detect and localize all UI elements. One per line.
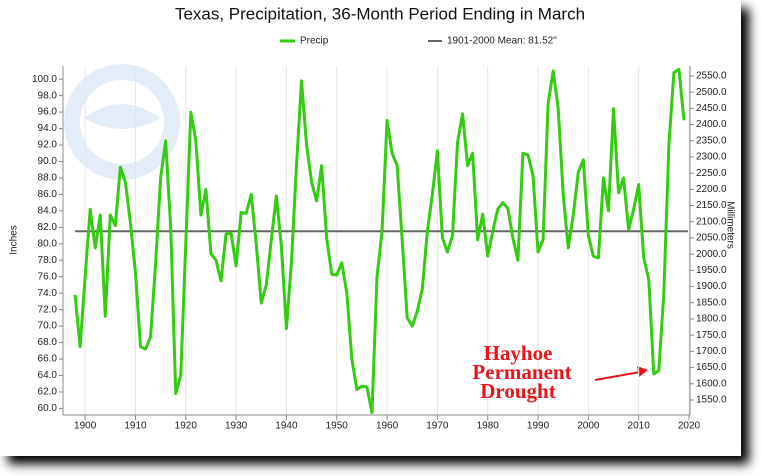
y2-tick-label: 1900.0 — [696, 281, 727, 292]
y2-tick-label: 2500.0 — [696, 87, 727, 98]
chart-frame — [0, 0, 741, 456]
watermark-logo — [64, 64, 180, 180]
y-tick-label: 96.0 — [38, 107, 58, 118]
annotation-arrowhead — [637, 366, 648, 377]
y2-tick-label: 2350.0 — [696, 135, 727, 146]
x-tick-label: 1980 — [477, 421, 500, 432]
annotation-arrow — [594, 371, 641, 381]
y-tick-label: 74.0 — [38, 288, 58, 299]
y-tick-label: 66.0 — [38, 354, 58, 365]
x-tick-label: 1950 — [326, 421, 349, 432]
x-tick-label: 1900 — [74, 421, 97, 432]
y2-tick-label: 1750.0 — [696, 330, 727, 341]
chart-title: Texas, Precipitation, 36-Month Period En… — [175, 4, 585, 23]
y2-tick-label: 2050.0 — [696, 233, 727, 244]
y-tick-label: 80.0 — [38, 238, 58, 249]
y-tick-label: 88.0 — [38, 173, 58, 184]
legend-label: Precip — [300, 36, 329, 47]
y2-tick-label: 1700.0 — [696, 346, 727, 357]
data-line — [73, 67, 686, 415]
y-tick-label: 64.0 — [38, 370, 58, 381]
y2-tick-label: 2150.0 — [696, 200, 727, 211]
x-tick-label: 1920 — [175, 421, 198, 432]
x-tick-label: 1970 — [426, 421, 449, 432]
y2-tick-label: 2250.0 — [696, 168, 727, 179]
y-tick-label: 90.0 — [38, 156, 58, 167]
y-tick-label: 98.0 — [38, 90, 58, 101]
y2-tick-label: 2400.0 — [696, 119, 727, 130]
y2-tick-label: 2000.0 — [696, 249, 727, 260]
x-tick-label: 2010 — [628, 421, 651, 432]
y2-tick-label: 2100.0 — [696, 216, 727, 227]
x-tick-label: 1930 — [225, 421, 248, 432]
y2-tick-label: 1650.0 — [696, 362, 727, 373]
y-tick-label: 62.0 — [38, 387, 58, 398]
y-tick-label: 82.0 — [38, 222, 58, 233]
y-tick-label: 100.0 — [32, 74, 57, 85]
legend-label: 1901-2000 Mean: 81.52" — [447, 36, 557, 47]
x-tick-label: 1940 — [275, 421, 298, 432]
y-tick-label: 68.0 — [38, 337, 58, 348]
y2-tick-label: 1950.0 — [696, 265, 727, 276]
annotation: Permanent — [472, 360, 571, 384]
y-tick-label: 86.0 — [38, 189, 58, 200]
y-tick-label: 76.0 — [38, 271, 58, 282]
y-tick-label: 72.0 — [38, 304, 58, 315]
annotation: Hayhoe — [484, 341, 553, 365]
y2-tick-label: 1550.0 — [696, 395, 727, 406]
y-tick-label: 92.0 — [38, 140, 58, 151]
x-tick-label: 1990 — [527, 421, 550, 432]
y2-tick-label: 2550.0 — [696, 71, 727, 82]
y-tick-label: 84.0 — [38, 206, 58, 217]
y-tick-label: 70.0 — [38, 321, 58, 332]
annotation: Drought — [480, 379, 555, 403]
y2-tick-label: 2300.0 — [696, 152, 727, 163]
y2-tick-label: 1850.0 — [696, 297, 727, 308]
y2-axis-label: Millimeters — [724, 201, 735, 249]
x-tick-label: 1960 — [376, 421, 399, 432]
y2-tick-label: 1800.0 — [696, 314, 727, 325]
y-tick-label: 78.0 — [38, 255, 58, 266]
y2-tick-label: 1600.0 — [696, 378, 727, 389]
chart: Texas, Precipitation, 36-Month Period En… — [9, 4, 736, 432]
y-tick-label: 60.0 — [38, 403, 58, 414]
x-tick-label: 2000 — [577, 421, 600, 432]
y2-tick-label: 2450.0 — [696, 103, 727, 114]
x-tick-label: 1910 — [124, 421, 147, 432]
y2-tick-label: 2200.0 — [696, 184, 727, 195]
x-tick-label: 2020 — [678, 421, 701, 432]
y-tick-label: 94.0 — [38, 123, 58, 134]
y-axis-label: Inches — [9, 225, 20, 254]
